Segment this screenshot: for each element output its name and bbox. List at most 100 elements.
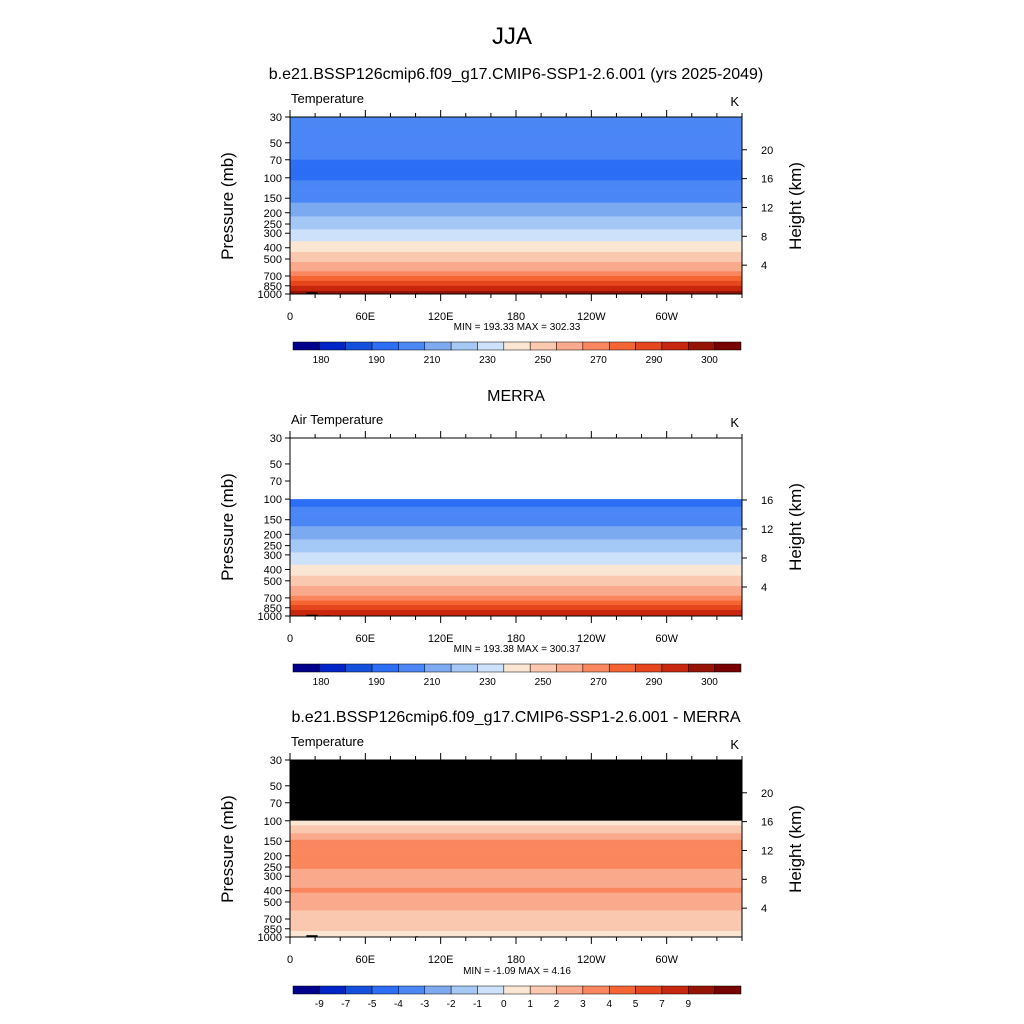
field-band [290,266,742,268]
field-band [290,508,742,510]
colorbar-label: 210 [424,355,441,366]
panel-1-plot [289,116,743,295]
field-band [290,908,742,910]
field-band [290,588,742,590]
colorbar-swatch [477,341,505,351]
field-band [290,175,742,177]
colorbar-swatch [450,985,478,995]
colorbar-swatch [424,985,452,995]
panel-1-title: b.e21.BSSP126cmip6.f09_g17.CMIP6-SSP1-2.… [269,66,764,83]
right-tick-label: 8 [761,874,767,886]
field-band [290,501,742,503]
y-tick-label: 200 [264,851,282,863]
field-band [290,155,742,157]
field-band [290,157,742,159]
colorbar-label: 7 [659,999,665,1010]
field-band [290,142,742,144]
field-band [290,915,742,917]
field-band [290,180,742,182]
field-band [290,907,742,909]
x-tick-label: 0 [287,311,293,323]
panel-2-units-label: K [730,415,739,430]
colorbar-label: 270 [590,355,607,366]
field-band [290,263,742,265]
field-band [290,175,742,177]
colorbar-swatch [635,663,663,673]
field-band [290,167,742,169]
field-band [290,178,742,180]
field-band [290,157,742,159]
field-band [290,145,742,147]
right-tick-label: 16 [761,495,773,507]
field-band [290,135,742,137]
field-band [290,906,742,908]
field-band [290,593,742,595]
field-band [290,917,742,919]
panel-2: MERRA Air Temperature K 3050701001502002… [218,388,805,688]
colorbar-swatch [608,341,636,351]
field-band [290,160,742,162]
field-band [290,180,742,182]
y-tick-label: 1000 [258,932,282,944]
field-band [290,583,742,585]
colorbar-swatch [529,341,557,351]
field-band [290,166,742,168]
field-band [290,505,742,507]
field-band [290,164,742,166]
panel-3-right-axis: 4 8 12 16 20 [742,788,773,915]
colorbar-swatch [477,985,505,995]
field-band [290,261,742,262]
right-tick-label: 12 [761,845,773,857]
colorbar-label: 180 [313,355,330,366]
colorbar-swatch [661,663,689,673]
field-band [290,158,742,159]
field-band [290,177,742,179]
colorbar-label: -3 [420,999,429,1010]
field-band [290,500,742,502]
field-band [290,127,742,129]
panel-2-right-y-label: Height (km) [786,483,805,571]
field-band [290,902,742,903]
x-tick-label: 180 [507,311,525,323]
colorbar-swatch [371,663,399,673]
field-band [290,591,742,592]
field-band [290,117,742,119]
field-band [290,148,742,150]
colorbar-label: 210 [424,677,441,688]
x-tick-label: 60W [655,633,678,645]
panel-2-variable-label: Air Temperature [291,412,383,427]
colorbar-swatch [371,341,399,351]
colorbar-label: 230 [479,677,496,688]
y-tick-label: 850 [264,603,282,615]
field-band [290,122,742,124]
panel-3-right-y-label: Height (km) [786,805,805,893]
colorbar-swatch [556,663,584,673]
field-band [290,184,742,186]
x-tick-label: 120W [577,311,606,323]
x-tick-label: 0 [287,633,293,645]
field-band [290,512,742,514]
field-band [290,165,742,167]
field-band [290,153,742,155]
field-band [290,585,742,587]
field-band [290,268,742,270]
field-band [290,499,742,501]
colorbar-swatch [398,985,426,995]
x-tick-label: 120E [428,633,454,645]
colorbar-label: 300 [701,355,718,366]
x-tick-label: 120E [428,954,454,966]
field-band [290,594,742,596]
field-band [290,581,742,583]
right-tick-label: 12 [761,202,773,214]
field-band [290,583,742,585]
colorbar-label: 4 [606,999,612,1010]
colorbar-label: 290 [646,677,663,688]
panel-3-plot [289,759,743,938]
field-band [290,182,742,184]
y-tick-label: 700 [264,271,282,283]
field-band [290,909,742,911]
x-tick-label: 120W [577,633,606,645]
field-band [290,122,742,124]
field-band [290,513,742,515]
field-band [290,120,742,122]
